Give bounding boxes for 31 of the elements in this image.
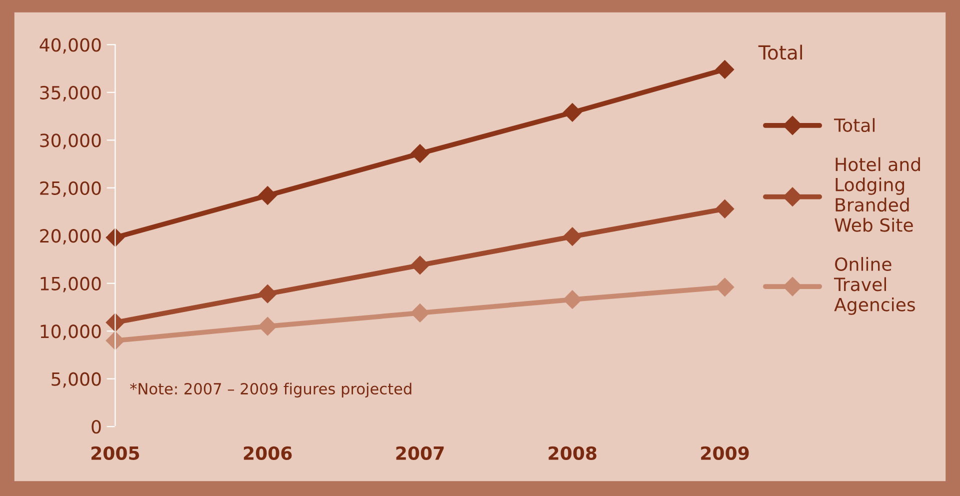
x-tick-label: 2005 [92,446,140,460]
x-tick-label: 2009 [701,446,749,460]
point [563,290,582,309]
text: Total [758,44,802,60]
annotation: *Note: 2007 – 2009 figures projected [130,382,412,398]
point [715,60,734,79]
y-tick-label: 0 [92,420,101,434]
y-tick-label: 30,000 [40,134,101,150]
legend-label: Online Travel Agencies [834,257,915,315]
point [410,256,430,275]
point [715,278,734,297]
point [258,316,277,336]
y-tick-label: 25,000 [40,181,101,197]
y-tick-label: 20,000 [40,229,101,245]
point [563,103,582,122]
y-tick-label: 40,000 [40,38,101,54]
legend-label: Hotel and Lodging Branded Web Site [834,157,920,232]
y-tick-label: 35,000 [40,86,101,102]
y-tick-label: 5,000 [52,372,101,388]
point [410,144,430,163]
x-tick-label: 2008 [548,446,596,460]
point [258,186,277,205]
point [715,200,734,218]
point [258,284,277,304]
point [410,304,430,322]
y-tick-label: 10,000 [40,324,101,340]
point [563,227,582,246]
legend-label: Total [834,118,875,132]
x-tick-label: 2006 [244,446,292,460]
x-tick-label: 2007 [396,446,444,460]
y-tick-label: 15,000 [40,276,101,292]
